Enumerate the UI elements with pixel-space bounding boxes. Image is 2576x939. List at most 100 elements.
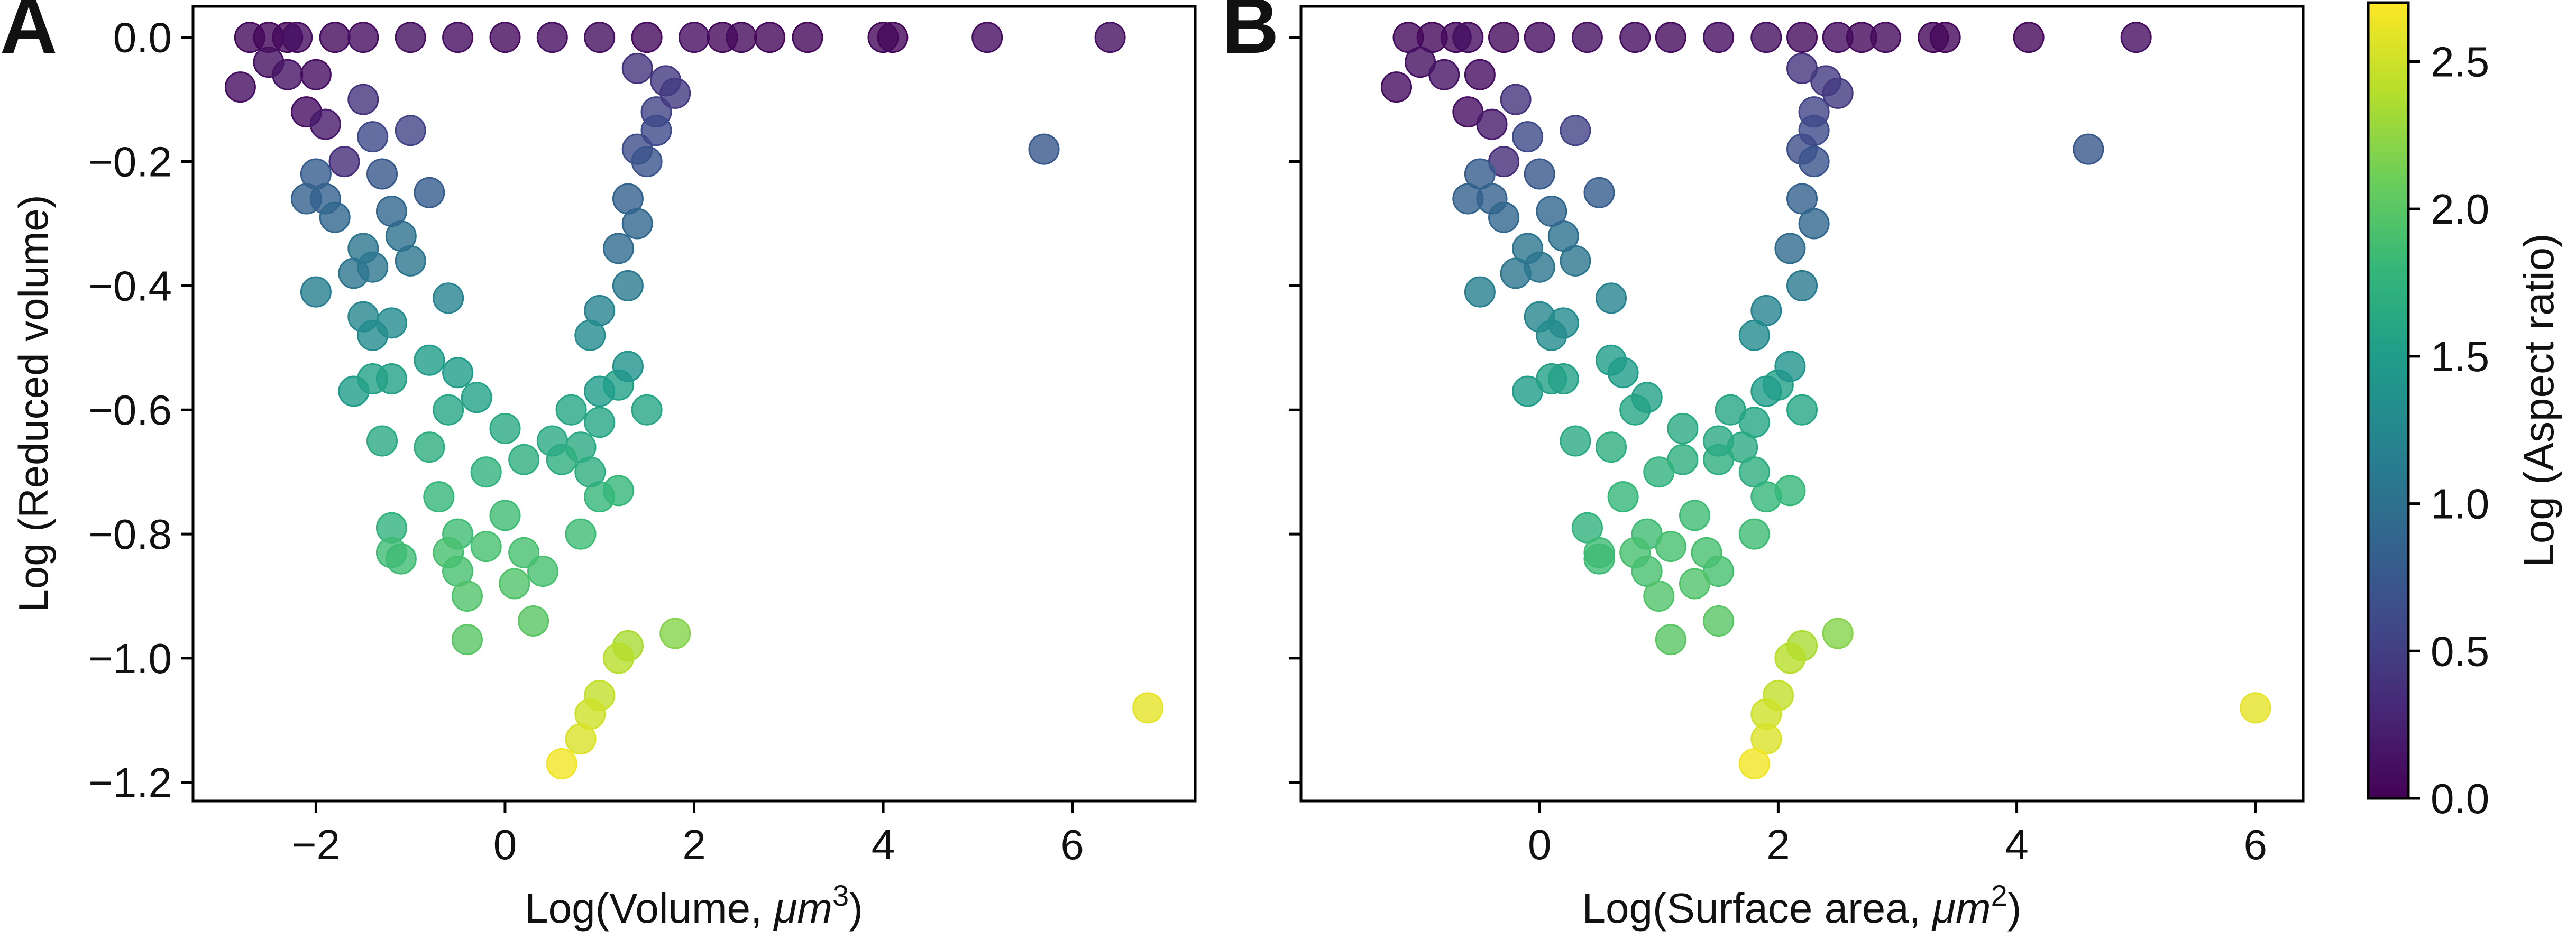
scatter-point [366,158,398,190]
scatter-point [319,22,351,53]
scatter-point [603,642,634,674]
panel-letter-a: A [0,0,57,70]
scatter-point [508,444,540,475]
scatter-point [1607,357,1639,389]
scatter-point [1679,500,1710,531]
scatter-point [1428,59,1460,90]
scatter-point [1715,394,1746,426]
panel-b: 0 2 4 6 B Log(Surface area, μm2) [1222,0,2305,932]
scatter-point [565,723,597,755]
y-tick-label: −0.6 [88,386,172,434]
scatter-point [1738,319,1770,351]
scatter-point [319,201,351,233]
scatter-point [489,413,521,444]
scatter-point [1512,121,1544,153]
scatter-point [470,531,502,563]
scatter-point [565,518,597,550]
axis-ticks-a: −2 0 2 4 6 0.0 −0.2 −0.4 −0.6 −0.8 −1.0 −1.2 [88,14,1084,868]
scatter-point [1822,77,1854,109]
scatter-point [1381,71,1412,103]
scatter-point [1774,475,1806,507]
scatter-point [1786,183,1818,215]
scatter-point [2120,22,2152,53]
scatter-point [1655,531,1686,563]
scatter-point [2073,133,2104,165]
x-axis-label-b: Log(Surface area, μm2) [1582,879,2022,932]
scatter-point [612,270,644,301]
scatter-point [536,425,568,457]
scatter-point [375,307,407,339]
x-axis-label-a: Log(Volume, μm3) [525,879,863,932]
scatter-point [659,77,691,109]
scatter-point [433,282,464,314]
scatter-point [1524,22,1555,53]
scatter-point [1464,276,1496,308]
scatter-point [584,375,616,407]
scatter-point [1607,481,1639,513]
scatter-point [1869,22,1901,53]
scatter-point [1488,201,1519,233]
scatter-point [499,568,530,600]
scatter-point [1028,133,1060,165]
y-tick-label: −1.2 [88,759,172,806]
colorbar: 0.0 0.5 1.0 1.5 2.0 2.5 Log (Aspect ratio) [2367,1,2562,822]
scatter-point [754,22,785,53]
scatter-point [395,115,426,146]
scatter-point [461,382,492,413]
scatter-point [347,84,379,115]
scatter-point [971,22,1003,53]
scatter-point [612,351,644,382]
scatter-points-a [224,22,1164,779]
scatter-point [574,456,606,488]
scatter-point [433,394,464,426]
scatter-point [546,748,577,779]
scatter-point [442,22,474,53]
scatter-point [1703,605,1735,637]
scatter-point [1774,233,1806,264]
scatter-point [281,22,313,53]
scatter-point [1464,59,1496,90]
scatter-point [224,71,256,103]
colorbar-ticks: 0.0 0.5 1.0 1.5 2.0 2.5 [2408,38,2489,822]
colorbar-tick-label: 0.5 [2431,628,2489,675]
scatter-point [1547,363,1579,394]
scatter-point [792,22,823,53]
scatter-point [1560,425,1591,457]
x-tick-label: 4 [2005,821,2029,868]
scatter-point [631,146,663,178]
scatter-point [1655,22,1686,53]
scatter-point [309,108,341,140]
x-tick-label: 4 [872,821,895,868]
scatter-point [527,556,558,587]
scatter-point [1643,456,1675,488]
x-tick-label: −2 [292,821,340,868]
scatter-point [1738,748,1770,779]
scatter-point [414,431,445,463]
scatter-point [1452,22,1484,53]
scatter-point [1132,692,1164,724]
x-tick-label: 0 [1528,821,1552,868]
x-tick-label: 6 [1060,821,1084,868]
scatter-point [1560,115,1591,146]
scatter-point [1750,22,1782,53]
panel-letter-b: B [1222,0,1279,70]
y-tick-label: −0.8 [88,511,172,558]
scatter-point [555,394,587,426]
scatter-point [1524,158,1555,190]
colorbar-tick-label: 1.5 [2431,333,2489,380]
y-tick-label: −1.0 [88,635,172,682]
x-tick-label: 0 [493,821,517,868]
colorbar-tick-label: 2.5 [2431,38,2489,85]
scatter-point [1786,270,1818,301]
scatter-point [1786,394,1818,426]
scatter-point [679,22,710,53]
scatter-point [1798,208,1830,240]
scatter-point [1667,413,1699,444]
scatter-point [338,257,370,289]
scatter-point [366,425,398,457]
colorbar-label: Log (Aspect ratio) [2515,233,2562,567]
scatter-point [877,22,909,53]
scatter-point [451,581,483,612]
y-tick-label: −0.4 [88,262,172,309]
colorbar-tick-label: 2.0 [2431,186,2489,233]
